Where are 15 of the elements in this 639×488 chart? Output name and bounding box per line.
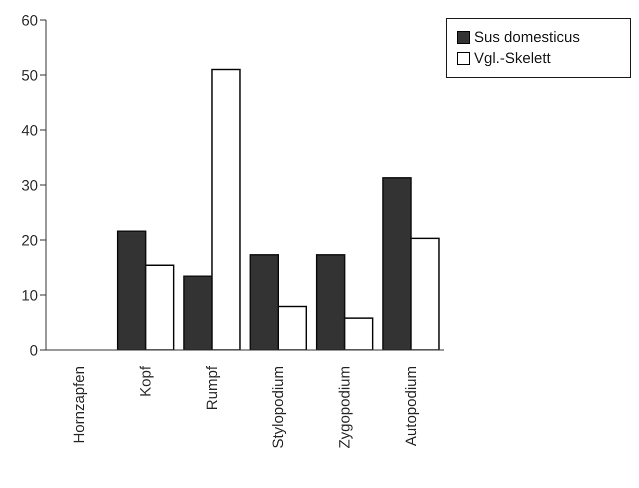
y-tick-label: 30: [21, 177, 38, 194]
x-tick-label: Autopodium: [402, 366, 420, 446]
legend-label: Vgl.-Skelett: [474, 50, 551, 67]
x-tick-label: Hornzapfen: [71, 366, 88, 444]
y-tick-label: 40: [21, 122, 38, 140]
y-tick-label: 50: [21, 67, 38, 84]
y-tick-label: 10: [21, 287, 38, 304]
x-tick-label: Rumpf: [204, 365, 221, 410]
x-tick-label: Zygopodium: [336, 366, 354, 449]
legend-label: Sus domesticus: [474, 29, 580, 46]
x-tick-label: Kopf: [138, 365, 154, 397]
y-tick-label: 60: [21, 12, 38, 30]
x-tick-label: Stylopodium: [270, 366, 288, 449]
y-tick-label: 0: [30, 342, 38, 360]
y-tick-label: 20: [21, 232, 38, 250]
